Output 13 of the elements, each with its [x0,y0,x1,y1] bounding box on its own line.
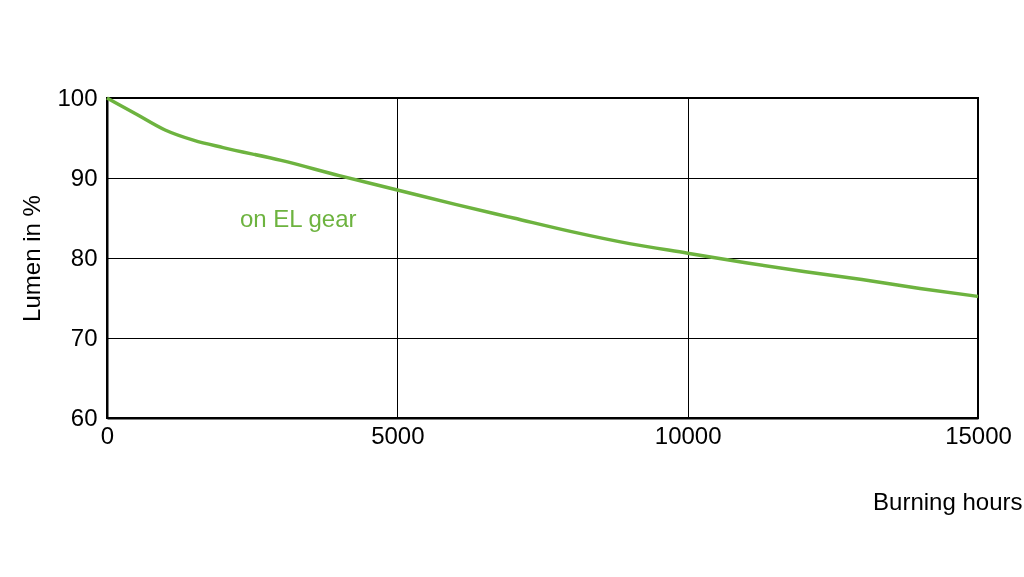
y-tick-label: 80 [70,243,98,271]
y-tick-label: 70 [70,323,98,351]
series-label: on EL gear [240,205,357,232]
y-axis-title: Lumen in % [18,195,46,322]
y-tick-label: 90 [70,163,98,191]
y-tick-label: 100 [57,83,98,111]
x-tick-label: 10000 [654,421,722,449]
x-tick-label: 5000 [371,421,425,449]
x-tick-label: 15000 [945,421,1012,449]
y-tick-label: 60 [70,403,98,431]
line-series [105,96,980,299]
x-tick-label: 0 [100,421,115,449]
x-axis-title: Burning hours [873,487,1023,515]
